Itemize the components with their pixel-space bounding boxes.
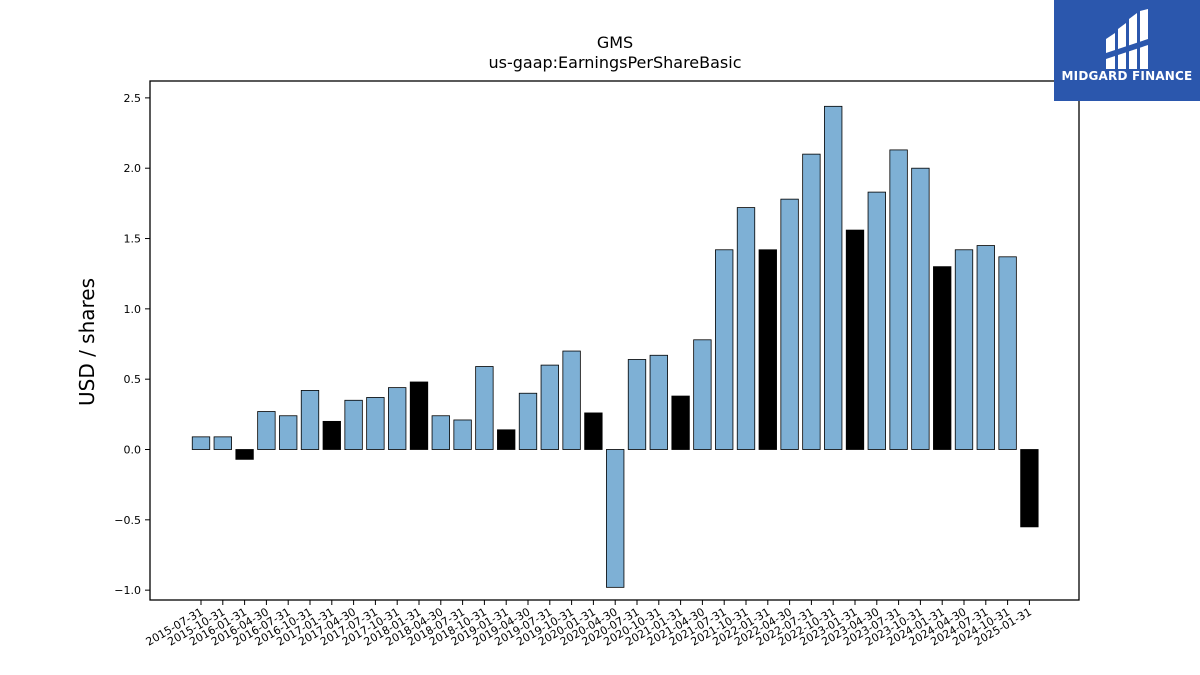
bar-2016-07-31: [279, 415, 298, 450]
bar-2024-01-31: [933, 266, 952, 450]
y-tick-label: 0.0: [124, 444, 142, 457]
bar-2023-01-31: [845, 229, 865, 450]
bar-2019-04-30: [518, 392, 538, 450]
bar-2022-07-31: [802, 153, 821, 450]
bar-2015-10-31: [213, 436, 232, 450]
bar-2019-10-31: [562, 350, 581, 450]
bar-2024-07-31: [976, 245, 995, 450]
bar-2015-07-31: [191, 436, 211, 450]
chart-subtitle: us-gaap:EarningsPerShareBasic: [488, 53, 741, 72]
bar-2018-04-30: [431, 415, 450, 450]
bar-2021-10-31: [736, 207, 756, 450]
y-tick-label: −0.5: [114, 514, 141, 527]
plot-frame: [149, 80, 1080, 601]
y-tick-label: 2.0: [124, 162, 142, 175]
bar-2017-01-31: [322, 420, 341, 450]
brand-name: MIDGARD FINANCE: [1061, 69, 1193, 83]
bar-2018-07-31: [453, 419, 472, 450]
y-tick-label: 0.5: [124, 373, 142, 386]
bar-2018-01-31: [409, 381, 429, 450]
bar-2022-10-31: [824, 105, 843, 450]
bar-2023-04-30: [867, 191, 886, 450]
bar-2019-01-31: [497, 429, 516, 450]
bar-2021-04-30: [693, 339, 712, 450]
y-tick-label: 2.5: [124, 92, 142, 105]
bar-2025-01-31: [1020, 449, 1039, 528]
x-ticks: 2015-07-312015-10-312016-01-312016-04-30…: [144, 600, 1034, 649]
bar-2019-07-31: [540, 364, 559, 450]
bar-2020-04-30: [606, 449, 625, 588]
bar-2017-04-30: [344, 399, 363, 450]
bar-2021-07-31: [715, 249, 734, 450]
midgard-logo-icon: [1106, 9, 1148, 69]
bar-2022-01-31: [758, 249, 777, 450]
y-tick-label: 1.5: [124, 233, 142, 246]
bar-2016-04-30: [257, 411, 276, 450]
bars-group: [191, 105, 1039, 588]
y-axis-label: USD / shares: [75, 278, 99, 406]
bar-2018-10-31: [475, 366, 494, 450]
bar-2017-10-31: [388, 387, 407, 450]
bar-2016-10-31: [300, 390, 320, 450]
bar-2024-04-30: [954, 249, 974, 450]
y-tick-label: −1.0: [114, 584, 141, 597]
midgard-finance-logo: MIDGARD FINANCE: [1054, 0, 1200, 101]
y-tick-label: 1.0: [124, 303, 142, 316]
bar-2022-04-30: [780, 198, 799, 450]
y-ticks: −1.0 −0.5 0.0 0.5 1.0 1.5 2.0 2.5: [114, 92, 150, 597]
bar-2020-10-31: [649, 354, 668, 450]
bar-2020-07-31: [627, 359, 647, 450]
bar-2020-01-31: [584, 412, 603, 450]
bar-2016-01-31: [235, 449, 254, 460]
bar-2017-07-31: [366, 397, 385, 450]
bar-2023-07-31: [889, 149, 908, 450]
chart-title: GMS: [597, 33, 633, 52]
bar-2021-01-31: [671, 395, 690, 450]
bar-2023-10-31: [911, 167, 930, 450]
bar-2024-10-31: [998, 256, 1017, 450]
